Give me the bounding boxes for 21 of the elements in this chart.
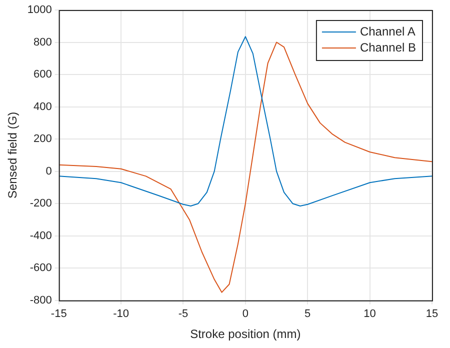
y-tick-label: 600 xyxy=(34,68,52,81)
y-axis-title: Sensed field (G) xyxy=(6,112,20,199)
y-tick-label: 1000 xyxy=(27,4,52,16)
x-tick-label: -10 xyxy=(113,308,130,320)
y-tick-label: 200 xyxy=(34,133,52,146)
legend-label: Channel A xyxy=(360,24,416,38)
x-tick-label: 15 xyxy=(426,308,438,320)
x-tick-label: -15 xyxy=(50,308,67,320)
y-tick-label: -200 xyxy=(30,198,52,210)
x-tick-label: 0 xyxy=(242,308,248,320)
x-axis-title: Stroke position (mm) xyxy=(190,327,301,342)
x-tick-label: -5 xyxy=(178,308,188,320)
x-tick-label: 10 xyxy=(364,308,376,320)
y-tick-label: -400 xyxy=(30,230,52,242)
y-tick-label: -600 xyxy=(30,262,52,274)
y-tick-label: 800 xyxy=(34,36,52,48)
y-tick-label: -800 xyxy=(30,294,52,306)
x-tick-label: 5 xyxy=(304,308,311,320)
legend-label: Channel B xyxy=(360,40,416,54)
y-tick-label: 400 xyxy=(34,100,52,113)
y-tick-label: 0 xyxy=(46,165,52,178)
